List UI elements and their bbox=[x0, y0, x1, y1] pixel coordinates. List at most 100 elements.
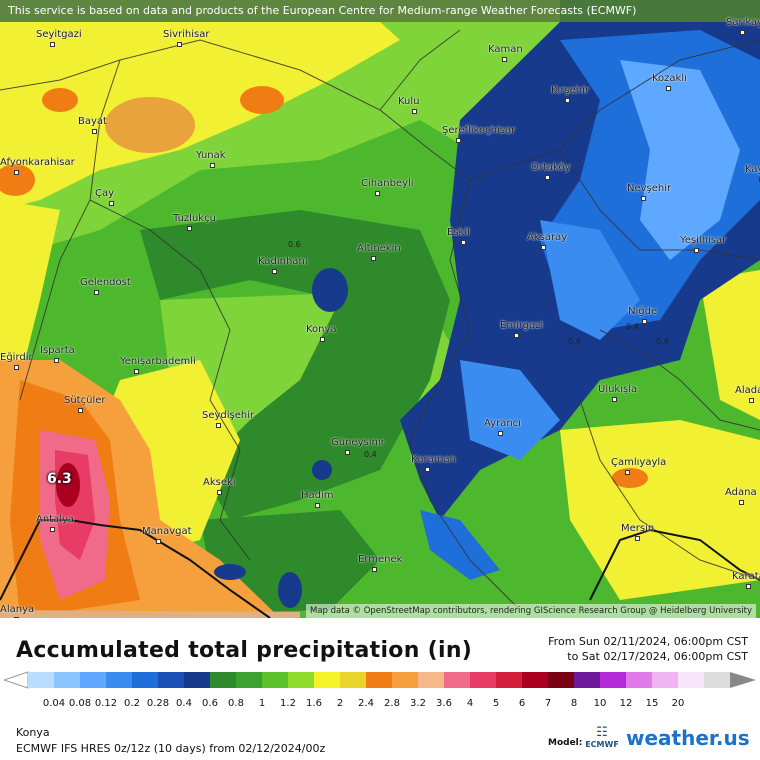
city-label: Antalya bbox=[36, 514, 75, 525]
city-marker bbox=[216, 423, 221, 428]
legend-tick: 2 bbox=[336, 698, 344, 709]
chart-title: Accumulated total precipitation (in) bbox=[16, 638, 473, 663]
max-value-label: 6.3 bbox=[47, 471, 72, 487]
legend-swatch bbox=[132, 672, 159, 688]
city-marker bbox=[746, 584, 751, 589]
city-marker bbox=[345, 450, 350, 455]
city-label: Ermenek bbox=[358, 554, 403, 565]
legend-tick: 3.2 bbox=[410, 698, 426, 709]
contour-value-label: 0.6 bbox=[288, 240, 301, 249]
ecmwf-disclaimer-banner: This service is based on data and produc… bbox=[0, 0, 760, 22]
ecmwf-logo: ☷ ECMWF bbox=[582, 726, 622, 754]
city-label: Ulukışla bbox=[598, 384, 638, 395]
city-marker bbox=[109, 201, 114, 206]
city-label: Cihanbeyli bbox=[361, 178, 414, 189]
legend-tick: 7 bbox=[544, 698, 552, 709]
legend-tick: 8 bbox=[570, 698, 578, 709]
legend-tick: 12 bbox=[619, 698, 633, 709]
city-marker bbox=[371, 256, 376, 261]
city-label: Eğirdir bbox=[0, 352, 33, 363]
city-label: Mersin bbox=[621, 523, 655, 534]
city-label: Kayseri bbox=[745, 164, 760, 175]
weather-us-logo[interactable]: weather.us bbox=[626, 726, 750, 750]
city-label: Sarıkaya bbox=[726, 17, 760, 28]
model-run-label: ECMWF IFS HRES 0z/12z (10 days) from 02/… bbox=[16, 742, 326, 755]
legend-tick: 4 bbox=[466, 698, 474, 709]
legend-swatch bbox=[366, 672, 393, 688]
city-label: Konya bbox=[306, 324, 337, 335]
city-marker bbox=[642, 319, 647, 324]
legend-swatch bbox=[288, 672, 315, 688]
city-label: Sivrihisar bbox=[163, 29, 210, 40]
contour-value-label: 0.4 bbox=[364, 450, 377, 459]
city-marker bbox=[14, 365, 19, 370]
city-marker bbox=[694, 248, 699, 253]
city-marker bbox=[456, 138, 461, 143]
legend-swatch bbox=[158, 672, 185, 688]
legend-tick: 2.4 bbox=[358, 698, 374, 709]
city-marker bbox=[320, 337, 325, 342]
ecmwf-icon: ☷ bbox=[596, 725, 608, 740]
city-label: Isparta bbox=[40, 345, 75, 356]
legend-swatch bbox=[548, 672, 575, 688]
city-label: Çamlıyayla bbox=[611, 457, 667, 468]
city-label: Ortaköy bbox=[531, 162, 571, 173]
city-label: Eskil bbox=[447, 227, 470, 238]
city-label: Tuzlukçu bbox=[173, 213, 216, 224]
city-marker bbox=[545, 175, 550, 180]
legend-tick: 1.2 bbox=[280, 698, 296, 709]
city-label: Gelendost bbox=[80, 277, 131, 288]
city-label: Karataş bbox=[732, 571, 760, 582]
city-label: Ayrancı bbox=[484, 418, 521, 429]
legend-tick: 20 bbox=[671, 698, 685, 709]
city-label: Kadınhanı bbox=[258, 256, 308, 267]
legend-swatch bbox=[704, 672, 731, 688]
period-to: to Sat 02/17/2024, 06:00pm CST bbox=[567, 650, 748, 663]
precipitation-map[interactable]: This service is based on data and produc… bbox=[0, 0, 760, 618]
city-marker bbox=[749, 398, 754, 403]
legend-swatch bbox=[340, 672, 367, 688]
contour-value-label: 0.4 bbox=[656, 337, 669, 346]
legend-swatch bbox=[574, 672, 601, 688]
city-label: Karaman bbox=[411, 454, 456, 465]
city-marker bbox=[740, 30, 745, 35]
city-marker bbox=[565, 98, 570, 103]
city-marker bbox=[372, 567, 377, 572]
city-marker bbox=[739, 500, 744, 505]
city-label: Kaman bbox=[488, 44, 523, 55]
legend-tick: 15 bbox=[645, 698, 659, 709]
period-from: From Sun 02/11/2024, 06:00pm CST bbox=[548, 635, 748, 648]
city-label: Şereflikoçhisar bbox=[442, 125, 516, 136]
legend-arrow-max bbox=[730, 672, 756, 688]
legend-tick: 0.04 bbox=[42, 698, 66, 709]
legend-swatch bbox=[80, 672, 107, 688]
legend-tick: 0.2 bbox=[124, 698, 140, 709]
city-label: Nevşehir bbox=[627, 183, 672, 194]
legend-tick: 0.08 bbox=[68, 698, 92, 709]
legend-swatch bbox=[470, 672, 497, 688]
legend-tick: 2.8 bbox=[384, 698, 400, 709]
city-marker bbox=[217, 490, 222, 495]
city-marker bbox=[315, 503, 320, 508]
city-label: Manavgat bbox=[142, 526, 192, 537]
city-marker bbox=[612, 397, 617, 402]
city-marker bbox=[498, 431, 503, 436]
legend-swatch bbox=[314, 672, 341, 688]
color-legend bbox=[4, 671, 756, 689]
legend-tick: 5 bbox=[492, 698, 500, 709]
city-label: Aksaray bbox=[527, 232, 568, 243]
city-marker bbox=[666, 86, 671, 91]
city-marker bbox=[78, 408, 83, 413]
legend-swatch bbox=[522, 672, 549, 688]
city-marker bbox=[94, 290, 99, 295]
city-marker bbox=[187, 226, 192, 231]
legend-swatch bbox=[652, 672, 679, 688]
city-label: Seydişehir bbox=[202, 410, 255, 421]
map-attribution[interactable]: Map data © OpenStreetMap contributors, r… bbox=[306, 604, 756, 618]
city-marker bbox=[541, 245, 546, 250]
legend-swatch bbox=[236, 672, 263, 688]
city-marker bbox=[461, 240, 466, 245]
location-label: Konya bbox=[16, 726, 50, 739]
model-label: Model: bbox=[548, 738, 583, 748]
legend-swatch bbox=[184, 672, 211, 688]
